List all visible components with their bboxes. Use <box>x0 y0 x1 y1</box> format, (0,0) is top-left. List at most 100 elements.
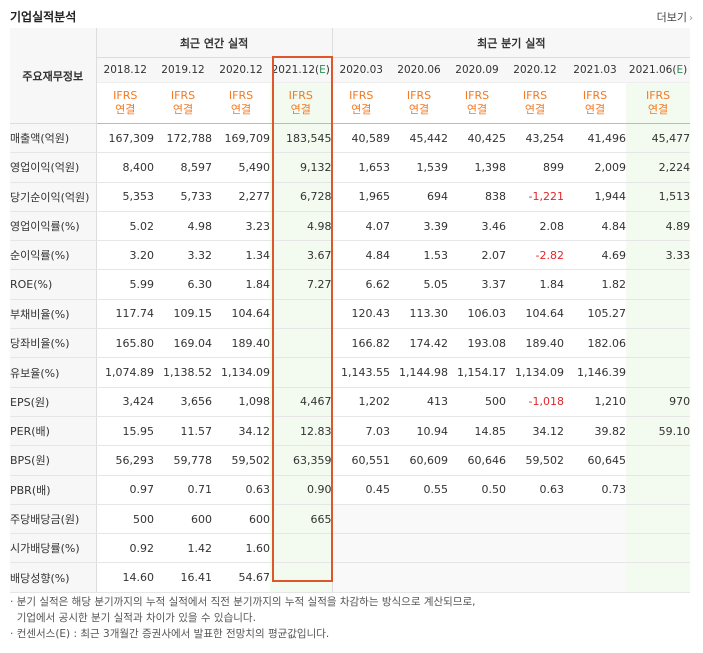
table-cell <box>626 299 691 330</box>
table-cell: 1,539 <box>390 152 449 183</box>
table-cell: 182.06 <box>564 328 627 359</box>
table-cell: 63,359 <box>270 445 333 476</box>
row-label: 영업이익률(%) <box>10 211 97 242</box>
table-row: PBR(배) 0.97 0.71 0.63 0.90 0.45 0.55 0.50 0.63 0.… <box>10 475 691 505</box>
table-cell: 109.15 <box>154 299 212 330</box>
table-cell: 1,513 <box>626 182 691 212</box>
table-cell: 113.30 <box>390 299 449 330</box>
table-cell: 40,425 <box>448 123 507 154</box>
table-cell: 0.50 <box>448 475 507 505</box>
footnote-line: · 컨센서스(E) : 최근 3개월간 증권사에서 발표한 전망치의 평균값입니… <box>10 628 330 640</box>
table-cell: 9,132 <box>270 152 333 183</box>
table-cell: 2.08 <box>506 211 565 242</box>
period-header: 2020.03 <box>331 57 391 83</box>
table-cell: 1,965 <box>331 182 391 212</box>
footnote-line: 기업에서 공시한 분기 실적과 차이가 있을 수 있습니다. <box>16 612 256 624</box>
table-cell: 45,442 <box>390 123 449 154</box>
table-cell: 500 <box>448 387 507 417</box>
table-cell: 1.42 <box>154 533 212 564</box>
table-cell: 11.57 <box>154 416 212 447</box>
table-cell: 5.99 <box>96 269 154 300</box>
table-cell: 3.39 <box>390 211 449 242</box>
table-cell: 1.60 <box>212 533 270 564</box>
ifrs-label: IFRS 연결 <box>626 82 691 124</box>
section-title: 기업실적분석 <box>10 10 77 24</box>
row-label: BPS(원) <box>10 445 97 476</box>
table-cell: 6.62 <box>331 269 391 300</box>
more-link[interactable]: 더보기 › <box>657 9 693 25</box>
table-cell <box>270 328 333 359</box>
row-label: 영업이익(억원) <box>10 152 97 183</box>
table-cell <box>626 562 691 593</box>
table-cell: 43,254 <box>506 123 565 154</box>
table-cell <box>626 445 691 476</box>
ifrs-label: IFRS 연결 <box>448 82 507 124</box>
table-row: 시가배당률(%) 0.92 1.42 1.60 <box>10 533 691 564</box>
footnotes: · 분기 실적은 해당 분기까지의 누적 실적에서 직전 분기까지의 누적 실적… <box>10 594 475 642</box>
table-cell <box>331 504 391 535</box>
table-cell: 665 <box>270 504 333 535</box>
table-cell: 7.03 <box>331 416 391 447</box>
table-row: 당기순이익(억원) 5,353 5,733 2,277 6,728 1,965 694 838… <box>10 182 691 212</box>
table-cell <box>626 269 691 300</box>
table-cell: 899 <box>506 152 565 183</box>
table-cell: 1.34 <box>212 240 270 271</box>
table-row: PER(배) 15.95 11.57 34.12 12.83 7.03 10.94 14.85… <box>10 416 691 447</box>
table-cell: 970 <box>626 387 691 417</box>
table-cell: 0.90 <box>270 475 333 505</box>
table-cell <box>331 533 391 564</box>
table-row: BPS(원) 56,293 59,778 59,502 63,359 60,551 60,6… <box>10 445 691 476</box>
table-cell: 5,733 <box>154 182 212 212</box>
table-cell: 14.85 <box>448 416 507 447</box>
table-cell: 45,477 <box>626 123 691 154</box>
table-cell: 56,293 <box>96 445 154 476</box>
table-cell <box>390 504 449 535</box>
table-row: 순이익률(%) 3.20 3.32 1.34 3.67 4.84 1.53 2.07 -2.82… <box>10 240 691 271</box>
table-cell: 189.40 <box>212 328 270 359</box>
table-cell: 2,224 <box>626 152 691 183</box>
table-cell: 1,143.55 <box>331 357 391 388</box>
table-cell: 4.84 <box>564 211 627 242</box>
table-cell: 1,210 <box>564 387 627 417</box>
table-cell: 413 <box>390 387 449 417</box>
table-cell: 3,424 <box>96 387 154 417</box>
table-cell: 0.92 <box>96 533 154 564</box>
ifrs-label: IFRS 연결 <box>154 82 212 124</box>
period-header: 2020.12 <box>506 57 565 83</box>
table-cell: 193.08 <box>448 328 507 359</box>
table-cell: 172,788 <box>154 123 212 154</box>
row-label: 시가배당률(%) <box>10 533 97 564</box>
table-cell: 54.67 <box>212 562 270 593</box>
table-cell: 15.95 <box>96 416 154 447</box>
table-cell: 2.07 <box>448 240 507 271</box>
row-label: PBR(배) <box>10 475 97 505</box>
table-cell: 5.05 <box>390 269 449 300</box>
table-cell: 0.45 <box>331 475 391 505</box>
table-cell <box>390 533 449 564</box>
row-label: PER(배) <box>10 416 97 447</box>
table-cell: 3.23 <box>212 211 270 242</box>
period-header: 2018.12 <box>96 57 154 83</box>
period-header: 2021.06(E) <box>626 57 691 83</box>
table-cell: 2,277 <box>212 182 270 212</box>
table-cell <box>626 357 691 388</box>
table-cell: 600 <box>212 504 270 535</box>
table-cell: 8,597 <box>154 152 212 183</box>
row-label: 순이익률(%) <box>10 240 97 271</box>
table-cell: 169.04 <box>154 328 212 359</box>
table-cell: 60,609 <box>390 445 449 476</box>
table-cell: 1.53 <box>390 240 449 271</box>
table-cell <box>270 562 333 593</box>
table-row: 영업이익률(%) 5.02 4.98 3.23 4.98 4.07 3.39 3.46 2.08… <box>10 211 691 242</box>
table-cell: 1,074.89 <box>96 357 154 388</box>
table-cell: 3,656 <box>154 387 212 417</box>
quarter-group-header: 최근 분기 실적 <box>331 28 691 58</box>
row-label: 당기순이익(억원) <box>10 182 97 212</box>
table-cell <box>331 562 391 593</box>
table-cell: 1,146.39 <box>564 357 627 388</box>
table-cell: -2.82 <box>506 240 565 271</box>
table-cell: 0.55 <box>390 475 449 505</box>
table-cell: 60,551 <box>331 445 391 476</box>
chevron-right-icon: › <box>689 13 693 24</box>
ifrs-label: IFRS 연결 <box>212 82 270 124</box>
